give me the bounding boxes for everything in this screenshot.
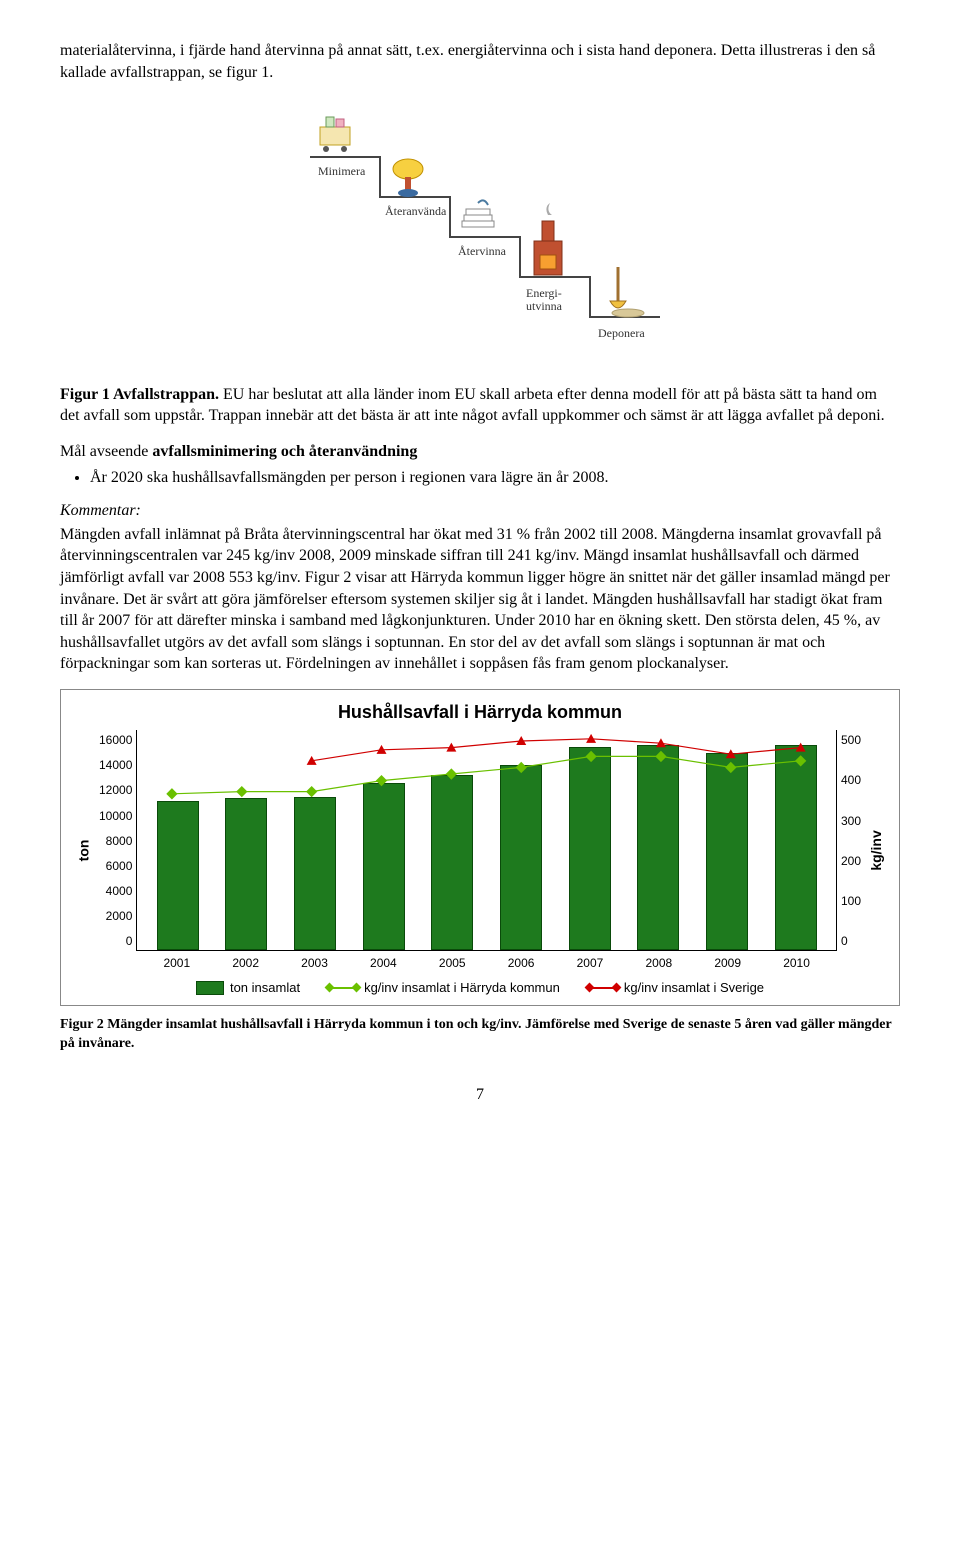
- chart-title: Hushållsavfall i Härryda kommun: [73, 700, 887, 724]
- chart-bar: [363, 783, 405, 950]
- legend-swatch-red: [588, 987, 618, 989]
- legend-swatch-bar: [196, 981, 224, 995]
- legend-label: kg/inv insamlat i Sverige: [624, 979, 764, 997]
- chart-legend: ton insamlat kg/inv insamlat i Härryda k…: [73, 971, 887, 999]
- legend-label: ton insamlat: [230, 979, 300, 997]
- goal-list: År 2020 ska hushållsavfallsmängden per p…: [90, 467, 900, 489]
- chart-bar: [500, 765, 542, 950]
- chart-bar: [706, 753, 748, 950]
- goal-heading-bold: avfallsminimering och återanvändning: [152, 443, 417, 460]
- figure-1-caption: Figur 1 Avfallstrappan. EU har beslutat …: [60, 384, 900, 427]
- goal-heading-plain: Mål avseende: [60, 443, 152, 460]
- intro-paragraph: materialåtervinna, i fjärde hand återvin…: [60, 40, 900, 83]
- legend-swatch-green: [328, 987, 358, 989]
- legend-label: kg/inv insamlat i Härryda kommun: [364, 979, 560, 997]
- svg-text:Återanvända: Återanvända: [385, 204, 447, 218]
- chart-bar: [225, 798, 267, 950]
- chart-bar: [157, 801, 199, 950]
- y-axis-left-label: ton: [73, 730, 95, 971]
- figure-1: Minimera Återanvända Återvinna Energi- u…: [60, 97, 900, 364]
- waste-staircase-illustration: Minimera Återanvända Återvinna Energi- u…: [290, 97, 670, 357]
- chart-bar: [775, 745, 817, 951]
- y-axis-right-label: kg/inv: [865, 730, 887, 971]
- chart-bar: [637, 745, 679, 951]
- svg-text:Återvinna: Återvinna: [458, 244, 507, 258]
- goal-list-item: År 2020 ska hushållsavfallsmängden per p…: [90, 467, 900, 489]
- kommentar-heading: Kommentar:: [60, 500, 900, 522]
- y-axis-right-ticks: 5004003002001000: [837, 730, 865, 971]
- legend-item-green: kg/inv insamlat i Härryda kommun: [328, 979, 560, 997]
- svg-text:Energi-: Energi-: [526, 286, 562, 300]
- fig1-caption-label: Figur 1 Avfallstrappan.: [60, 386, 223, 403]
- chart-bar: [294, 797, 336, 950]
- svg-text:Minimera: Minimera: [318, 164, 366, 178]
- x-axis-ticks: 2001200220032004200520062007200820092010: [136, 951, 837, 971]
- kommentar-body: Mängden avfall inlämnat på Bråta återvin…: [60, 524, 900, 675]
- chart-bar: [569, 747, 611, 950]
- chart-plot-area: [136, 730, 837, 951]
- legend-item-red: kg/inv insamlat i Sverige: [588, 979, 764, 997]
- svg-text:Deponera: Deponera: [598, 326, 645, 340]
- svg-text:utvinna: utvinna: [526, 299, 563, 313]
- y-axis-left-ticks: 1600014000120001000080006000400020000: [95, 730, 136, 971]
- page-number: 7: [60, 1084, 900, 1106]
- legend-item-bar: ton insamlat: [196, 979, 300, 997]
- goal-heading: Mål avseende avfallsminimering och återa…: [60, 441, 900, 463]
- figure-2-caption: Figur 2 Mängder insamlat hushållsavfall …: [60, 1016, 900, 1054]
- chart-bar: [431, 775, 473, 950]
- figure-2-chart: Hushållsavfall i Härryda kommun ton 1600…: [60, 689, 900, 1006]
